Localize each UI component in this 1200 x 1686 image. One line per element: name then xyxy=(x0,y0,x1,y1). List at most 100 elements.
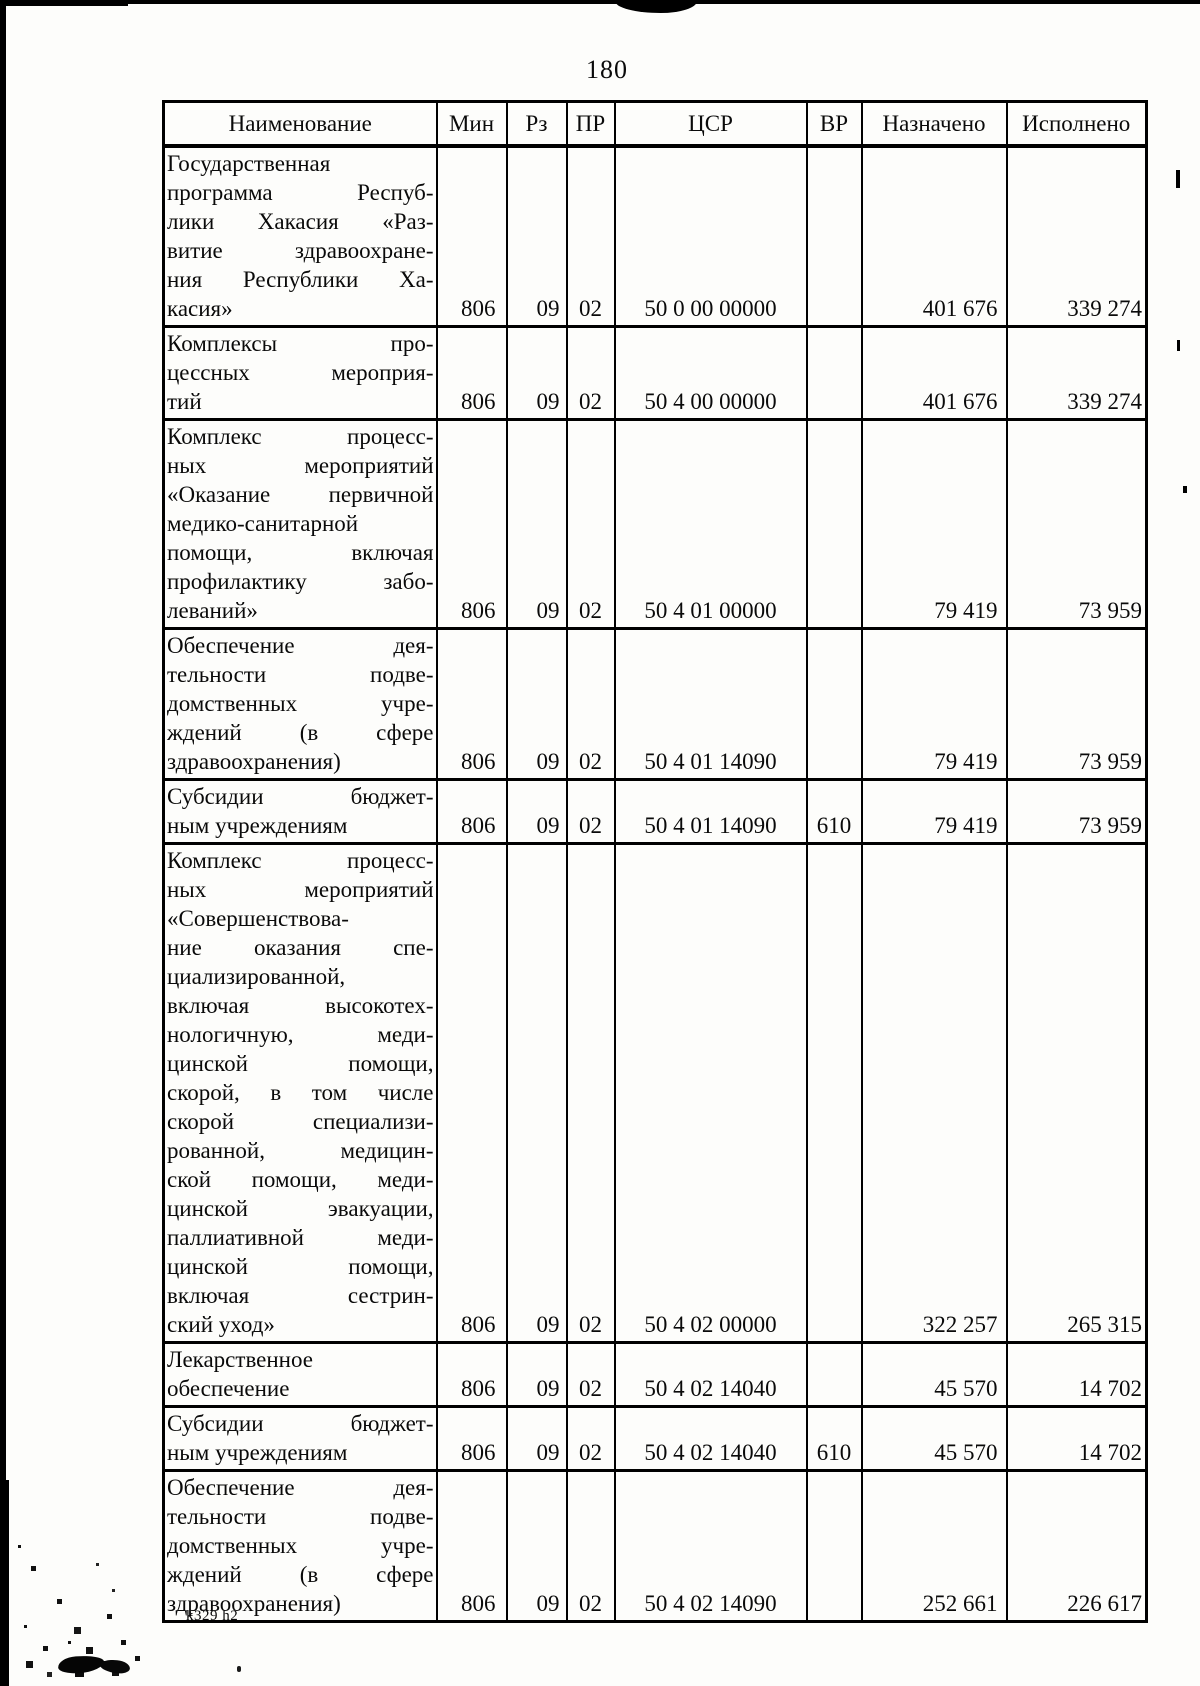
scan-artifact-top-left-edge xyxy=(0,0,128,6)
cell-vr: 610 xyxy=(805,778,863,845)
scan-artifact-right-tick xyxy=(1177,340,1180,351)
name-line: Субсидии бюджет- xyxy=(167,1411,434,1436)
cell-pr: 02 xyxy=(565,418,616,630)
cell-csr: 50 4 02 14040 xyxy=(613,1405,808,1472)
name-line: программа Респуб- xyxy=(167,180,434,205)
name-line: здравоохранения) xyxy=(167,1591,341,1616)
cell-vr xyxy=(805,1341,863,1408)
cell-csr: 50 4 02 00000 xyxy=(613,842,808,1344)
cell-rz: 09 xyxy=(505,627,568,781)
scan-artifact-right-tick xyxy=(1183,486,1187,493)
name-line: ской помощи, меди- xyxy=(167,1167,434,1192)
cell-csr: 50 0 00 00000 xyxy=(613,144,808,328)
column-header-vr: ВР xyxy=(805,100,863,148)
scan-artifact-speckles xyxy=(18,1545,21,1548)
name-line: ным учреждениям xyxy=(167,813,348,838)
scan-artifact-ink-blob xyxy=(99,1658,131,1675)
name-line: домственных учре- xyxy=(167,691,434,716)
cell-assigned: 79 419 xyxy=(860,627,1008,781)
name-line: нологичную, меди- xyxy=(167,1022,434,1047)
cell-pr: 02 xyxy=(565,842,616,1344)
cell-name: Комплекс процесс-ных мероприятий «Соверше… xyxy=(162,842,438,1344)
cell-csr: 50 4 01 14090 xyxy=(613,627,808,781)
scan-artifact-left-edge xyxy=(0,0,6,1686)
cell-name: Государственная программа Респуб-лики Хак… xyxy=(162,144,438,328)
scan-artifact-top-blob xyxy=(615,0,697,13)
cell-assigned: 45 570 xyxy=(860,1341,1008,1408)
cell-name: Обеспечение дея-тельности подве-домствен… xyxy=(162,1469,438,1623)
cell-pr: 02 xyxy=(565,144,616,328)
name-line: цессных мероприя- xyxy=(167,360,434,385)
cell-name: Лекарственное обеспечение xyxy=(162,1341,438,1408)
table-body: Государственная программа Респуб-лики Хак… xyxy=(162,144,1148,1623)
name-line: помощи, включая xyxy=(167,540,434,565)
cell-assigned: 401 676 xyxy=(860,325,1008,421)
name-line: Комплекс процесс- xyxy=(167,848,434,873)
name-line: обеспечение xyxy=(167,1376,290,1401)
column-header-pr: ПР xyxy=(565,100,616,148)
name-line: Лекарственное xyxy=(167,1347,313,1372)
name-line: циализированной, xyxy=(167,964,346,989)
name-line: ние оказания спе- xyxy=(167,935,434,960)
name-line: тельности подве- xyxy=(167,1504,434,1529)
name-line: домственных учре- xyxy=(167,1533,434,1558)
name-line: «Оказание первичной xyxy=(167,482,434,507)
name-line: Комплексы про- xyxy=(167,331,434,356)
table-row: Лекарственное обеспечение 806 09 02 50 4 02 1… xyxy=(162,1341,1148,1408)
cell-pr: 02 xyxy=(565,1341,616,1408)
table-row: Комплексы про-цессных мероприя-тий 806 09 0… xyxy=(162,325,1148,421)
name-line: леваний» xyxy=(167,598,258,623)
document-footer-code: k329 h2 xyxy=(186,1608,239,1624)
cell-vr xyxy=(805,418,863,630)
name-line: включая высокотех- xyxy=(167,993,434,1018)
cell-vr xyxy=(805,627,863,781)
table-row: Государственная программа Респуб-лики Хак… xyxy=(162,144,1148,328)
name-line: цинской эвакуации, xyxy=(167,1196,434,1221)
cell-pr: 02 xyxy=(565,1469,616,1623)
cell-min: 806 xyxy=(435,842,508,1344)
table-row: Комплекс процесс-ных мероприятий «Оказани… xyxy=(162,418,1148,630)
name-line: Субсидии бюджет- xyxy=(167,784,434,809)
table-row: Обеспечение дея-тельности подве-домствен… xyxy=(162,627,1148,781)
cell-vr xyxy=(805,842,863,1344)
cell-rz: 09 xyxy=(505,1469,568,1623)
name-line: тий xyxy=(167,389,202,414)
scan-artifact-top-edge xyxy=(0,0,1200,4)
cell-pr: 02 xyxy=(565,1405,616,1472)
name-line: Обеспечение дея- xyxy=(167,633,434,658)
cell-csr: 50 4 00 00000 xyxy=(613,325,808,421)
cell-executed: 14 702 xyxy=(1005,1405,1148,1472)
cell-assigned: 252 661 xyxy=(860,1469,1008,1623)
scan-artifact-dot xyxy=(237,1666,241,1672)
name-line: ных мероприятий xyxy=(167,877,434,902)
name-line: Государственная xyxy=(167,151,331,176)
table-row: Комплекс процесс-ных мероприятий «Соверше… xyxy=(162,842,1148,1344)
scan-artifact-right-tick xyxy=(1176,170,1180,188)
cell-executed: 73 959 xyxy=(1005,778,1148,845)
cell-rz: 09 xyxy=(505,778,568,845)
cell-rz: 09 xyxy=(505,418,568,630)
column-header-csr: ЦСР xyxy=(613,100,808,148)
cell-vr xyxy=(805,1469,863,1623)
cell-min: 806 xyxy=(435,1469,508,1623)
name-line: «Совершенствова- xyxy=(167,906,349,931)
cell-pr: 02 xyxy=(565,325,616,421)
cell-rz: 09 xyxy=(505,325,568,421)
cell-vr xyxy=(805,325,863,421)
cell-executed: 339 274 xyxy=(1005,325,1148,421)
cell-executed: 339 274 xyxy=(1005,144,1148,328)
cell-assigned: 401 676 xyxy=(860,144,1008,328)
name-line: скорой специализи- xyxy=(167,1109,434,1134)
cell-csr: 50 4 02 14040 xyxy=(613,1341,808,1408)
cell-min: 806 xyxy=(435,418,508,630)
cell-min: 806 xyxy=(435,778,508,845)
page-number: 180 xyxy=(586,55,628,84)
name-line: рованной, медицин- xyxy=(167,1138,434,1163)
cell-name: Субсидии бюджет-ным учреждениям xyxy=(162,778,438,845)
cell-vr xyxy=(805,144,863,328)
cell-csr: 50 4 01 00000 xyxy=(613,418,808,630)
name-line: ждений (в сфере xyxy=(167,1562,434,1587)
scan-artifact-ink-blob xyxy=(57,1654,105,1675)
cell-pr: 02 xyxy=(565,627,616,781)
budget-table: Наименование Мин Рз ПР ЦСР ВР Назначено … xyxy=(162,100,1148,1623)
